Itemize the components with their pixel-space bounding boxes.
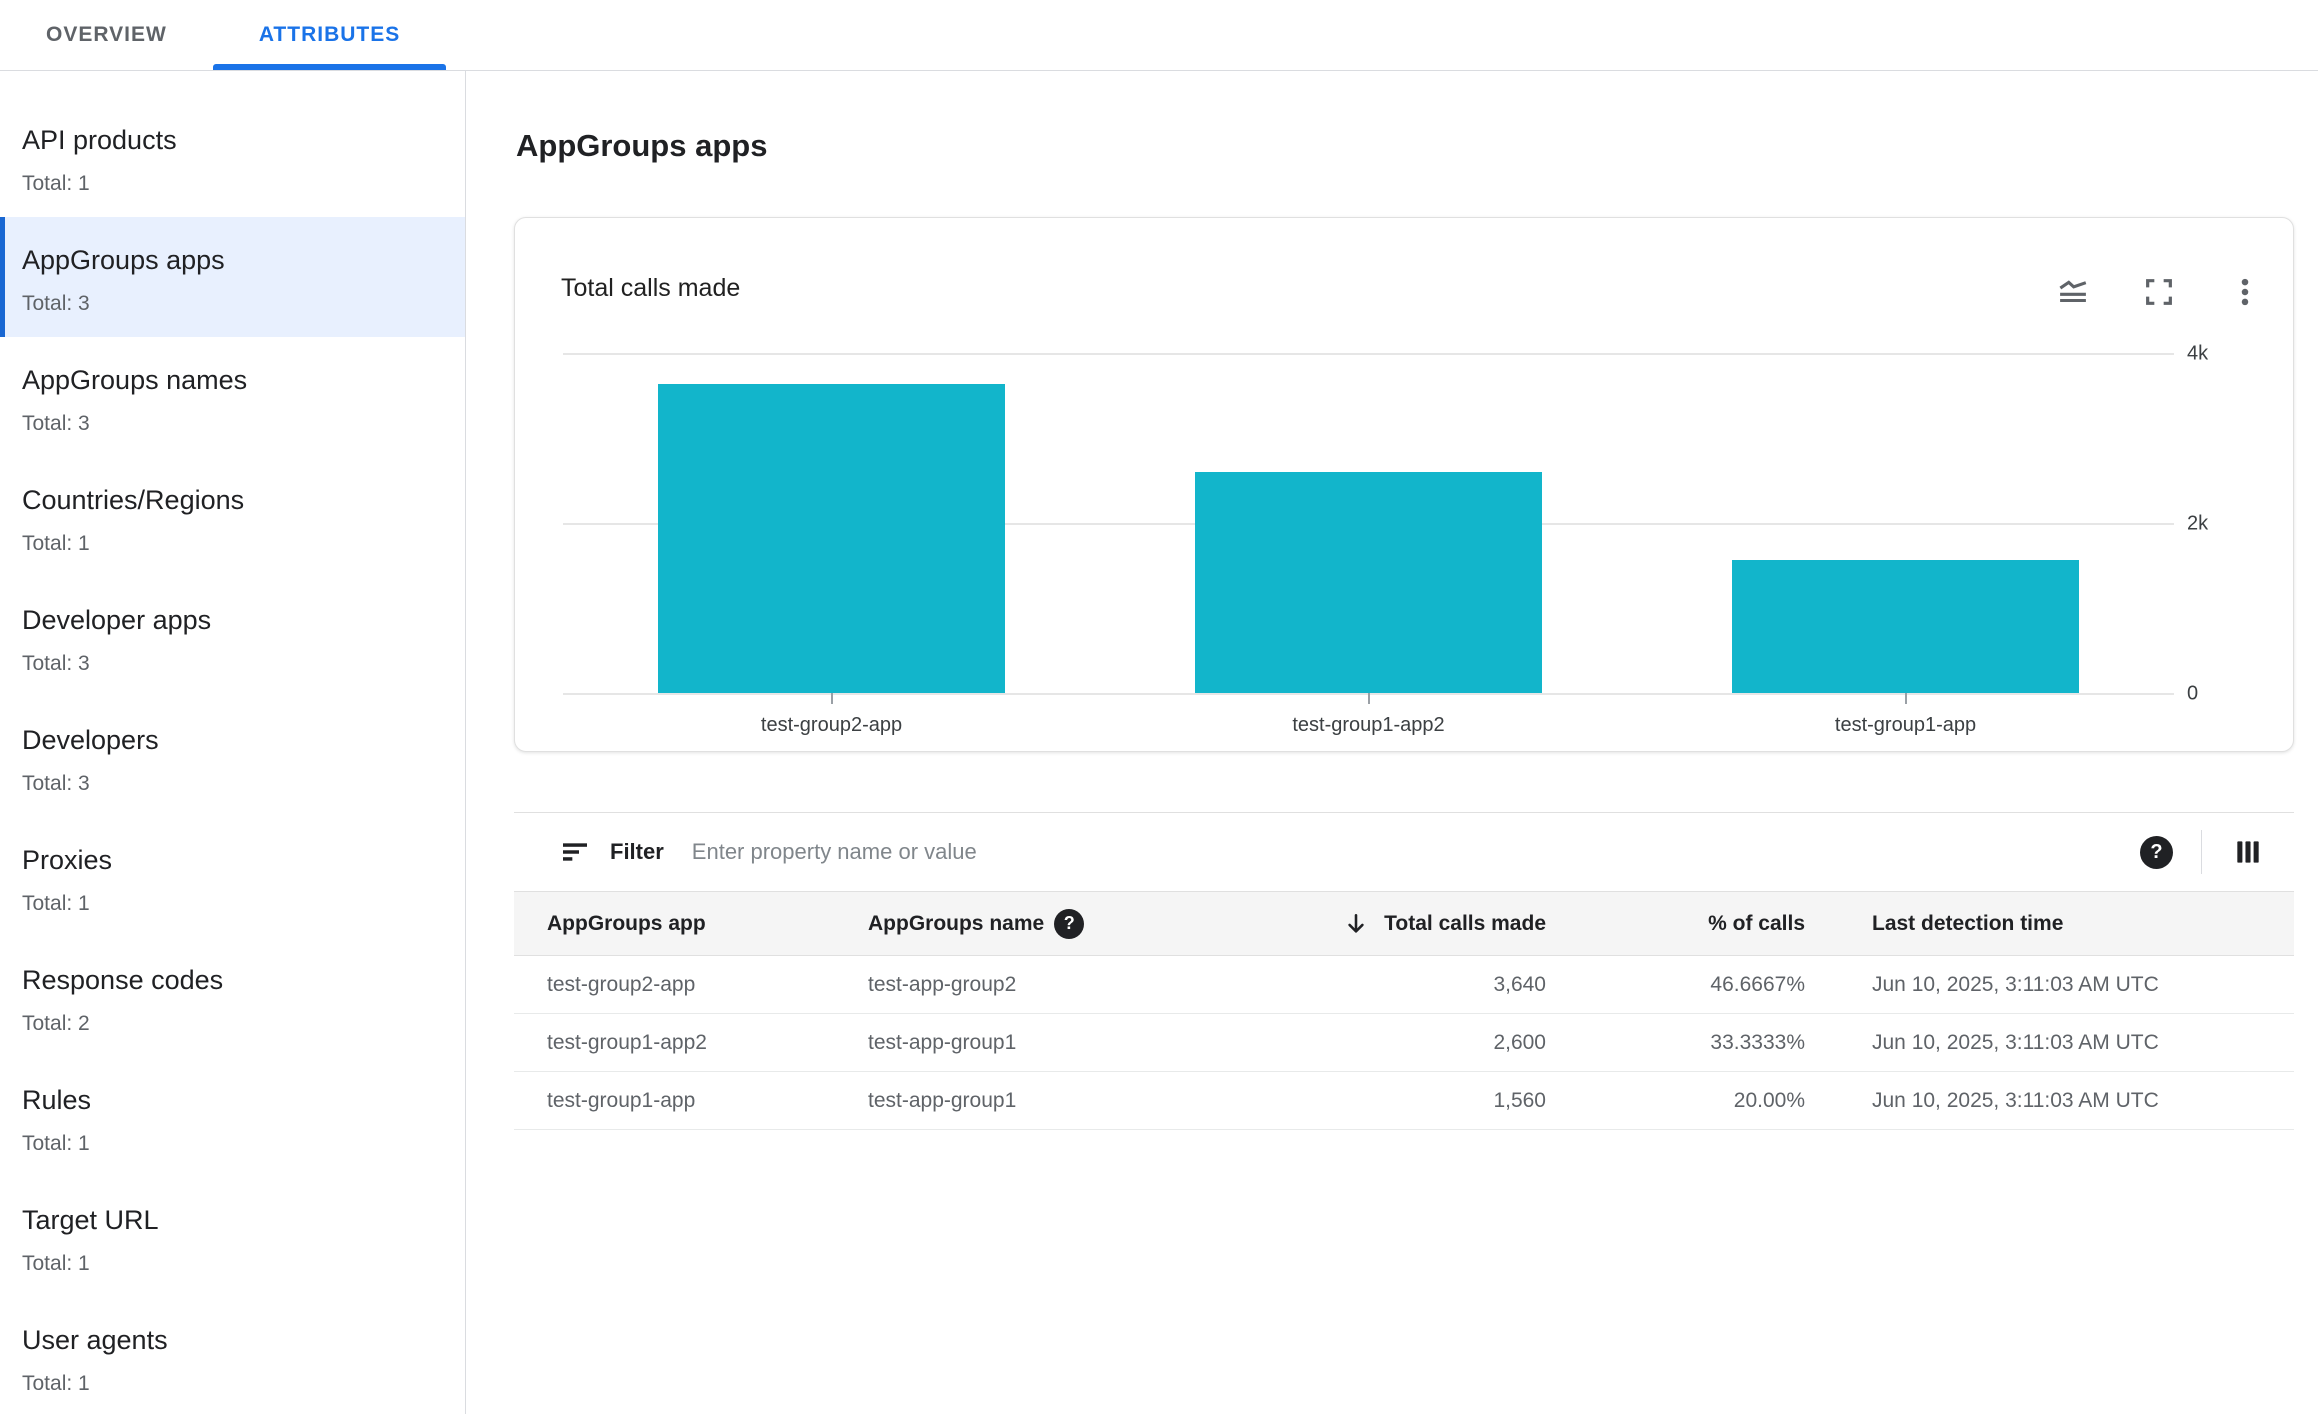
sidebar-item-total: Total: 3 <box>22 772 90 795</box>
filter-label: Filter <box>610 839 664 864</box>
chart-card: 0 2k 4k test-group2-app test-group1-app2 test… <box>514 217 2294 752</box>
table-header: AppGroups app AppGroups name ? Total cal… <box>514 891 2294 956</box>
fullscreen-icon[interactable] <box>2141 274 2177 310</box>
sidebar-item-label: Response codes <box>22 965 224 995</box>
sidebar-item[interactable]: API products Total: 1 <box>0 97 465 217</box>
cell-total-calls: 2,600 <box>1493 1030 1546 1054</box>
sidebar-item-total: Total: 1 <box>22 1132 90 1155</box>
more-options-icon[interactable] <box>2227 274 2263 310</box>
table-body: test-group2-app test-app-group2 3,640 46… <box>514 956 2294 1130</box>
sidebar-item[interactable]: User agents Total: 1 <box>0 1297 465 1414</box>
column-header-appgroups-name[interactable]: AppGroups name ? <box>868 908 1248 939</box>
tab-bar: OVERVIEW ATTRIBUTES <box>0 0 2318 71</box>
sidebar-item-total: Total: 1 <box>22 532 90 555</box>
cell-appgroups-name: test-app-group2 <box>868 972 1017 996</box>
cell-total-calls: 1,560 <box>1493 1088 1546 1112</box>
sidebar-item-label: Target URL <box>22 1205 159 1235</box>
tab-attributes-label: ATTRIBUTES <box>258 23 401 46</box>
sidebar-item[interactable]: Response codes Total: 2 <box>0 937 465 1057</box>
sidebar-item-label: Proxies <box>22 845 113 875</box>
bar-test-group2-app[interactable] <box>658 383 1005 693</box>
x-axis-category-label: test-group1-app2 <box>1292 714 1445 736</box>
sidebar-item-total: Total: 3 <box>22 652 90 675</box>
sidebar-item-label: AppGroups names <box>22 365 248 395</box>
sidebar-item[interactable]: Countries/Regions Total: 1 <box>0 457 465 577</box>
filter-list-icon <box>557 834 593 870</box>
cell-total-calls: 3,640 <box>1493 972 1546 996</box>
column-header-pct-calls[interactable]: % of calls <box>1708 911 1805 935</box>
cell-pct-of-calls: 46.6667% <box>1710 972 1805 996</box>
sidebar-item[interactable]: Proxies Total: 1 <box>0 817 465 937</box>
y-axis-tick-label: 4k <box>2187 342 2209 365</box>
sidebar-item-total: Total: 1 <box>22 1252 90 1275</box>
chart-gridline <box>563 353 2174 355</box>
x-axis-tick <box>1367 693 1370 704</box>
sidebar-item[interactable]: AppGroups apps Total: 3 <box>0 217 465 337</box>
cell-last-detection-time: Jun 10, 2025, 3:11:03 AM UTC <box>1872 1030 2159 1054</box>
total-calls-bar-chart: 0 2k 4k test-group2-app test-group1-app2 test… <box>515 218 2293 751</box>
sidebar-item[interactable]: Developers Total: 3 <box>0 697 465 817</box>
help-icon[interactable]: ? <box>2140 835 2173 869</box>
cell-appgroups-app: test-group2-app <box>547 972 696 996</box>
sidebar-item-total: Total: 1 <box>22 1372 90 1395</box>
sort-desc-arrow-icon <box>1338 906 1374 942</box>
sidebar-item-total: Total: 1 <box>22 172 90 195</box>
chart-title: Total calls made <box>561 274 741 302</box>
active-tab-indicator <box>212 64 447 70</box>
columns-icon[interactable] <box>2230 834 2266 870</box>
column-header-total-calls[interactable]: Total calls made <box>1248 906 1546 942</box>
chart-toolbar <box>2055 274 2263 310</box>
table-row[interactable]: test-group1-app2 test-app-group1 2,600 3… <box>514 1014 2294 1072</box>
sidebar-item-label: User agents <box>22 1325 168 1355</box>
sidebar-item-label: AppGroups apps <box>22 245 225 275</box>
cell-last-detection-time: Jun 10, 2025, 3:11:03 AM UTC <box>1872 1088 2159 1112</box>
sidebar-item-total: Total: 3 <box>22 412 90 435</box>
bar-test-group1-app[interactable] <box>1732 560 2079 693</box>
sidebar-item-label: API products <box>22 125 177 155</box>
y-axis-tick-label: 0 <box>2187 682 2199 705</box>
area-chart-icon[interactable] <box>2055 274 2091 310</box>
cell-appgroups-name: test-app-group1 <box>868 1088 1017 1112</box>
sidebar-item-total: Total: 3 <box>22 292 90 315</box>
table-row[interactable]: test-group1-app test-app-group1 1,560 20… <box>514 1072 2294 1130</box>
sidebar-item-label: Developer apps <box>22 605 212 635</box>
x-axis-tick <box>830 693 833 704</box>
cell-appgroups-name: test-app-group1 <box>868 1030 1017 1054</box>
tab-attributes[interactable]: ATTRIBUTES <box>212 0 447 70</box>
cell-pct-of-calls: 20.00% <box>1733 1088 1805 1112</box>
bar-test-group1-app2[interactable] <box>1195 472 1542 693</box>
x-axis-category-label: test-group2-app <box>760 714 903 736</box>
attributes-sidebar: API products Total: 1 AppGroups apps Tot… <box>0 71 466 1414</box>
sidebar-item[interactable]: AppGroups names Total: 3 <box>0 337 465 457</box>
toolbar-divider <box>2201 830 2202 874</box>
sidebar-item-total: Total: 2 <box>22 1012 90 1035</box>
sidebar-item-label: Developers <box>22 725 159 755</box>
table-section: Filter ? AppGroups app AppGroups <box>514 812 2294 1130</box>
x-axis-category-label: test-group1-app <box>1834 714 1977 736</box>
cell-last-detection-time: Jun 10, 2025, 3:11:03 AM UTC <box>1872 972 2159 996</box>
sidebar-item[interactable]: Target URL Total: 1 <box>0 1177 465 1297</box>
page-title: AppGroups apps <box>516 128 768 163</box>
x-axis-tick <box>1904 693 1907 704</box>
cell-pct-of-calls: 33.3333% <box>1710 1030 1805 1054</box>
sidebar-item-total: Total: 1 <box>22 892 90 915</box>
sidebar-item-label: Rules <box>22 1085 92 1115</box>
sidebar-item[interactable]: Rules Total: 1 <box>0 1057 465 1177</box>
cell-appgroups-app: test-group1-app2 <box>547 1030 707 1054</box>
cell-appgroups-app: test-group1-app <box>547 1088 696 1112</box>
filter-input[interactable] <box>689 838 2140 866</box>
column-header-last-detection[interactable]: Last detection time <box>1872 911 2064 935</box>
appgroups-name-help-icon[interactable]: ? <box>1054 908 1085 939</box>
sidebar-item-label: Countries/Regions <box>22 485 245 515</box>
tab-overview-label: OVERVIEW <box>46 23 167 46</box>
tab-overview[interactable]: OVERVIEW <box>0 0 213 70</box>
filter-bar: Filter ? <box>514 813 2294 891</box>
column-header-appgroups-app[interactable]: AppGroups app <box>547 911 706 935</box>
y-axis-tick-label: 2k <box>2187 512 2209 535</box>
table-row[interactable]: test-group2-app test-app-group2 3,640 46… <box>514 956 2294 1014</box>
sidebar-item[interactable]: Developer apps Total: 3 <box>0 577 465 697</box>
